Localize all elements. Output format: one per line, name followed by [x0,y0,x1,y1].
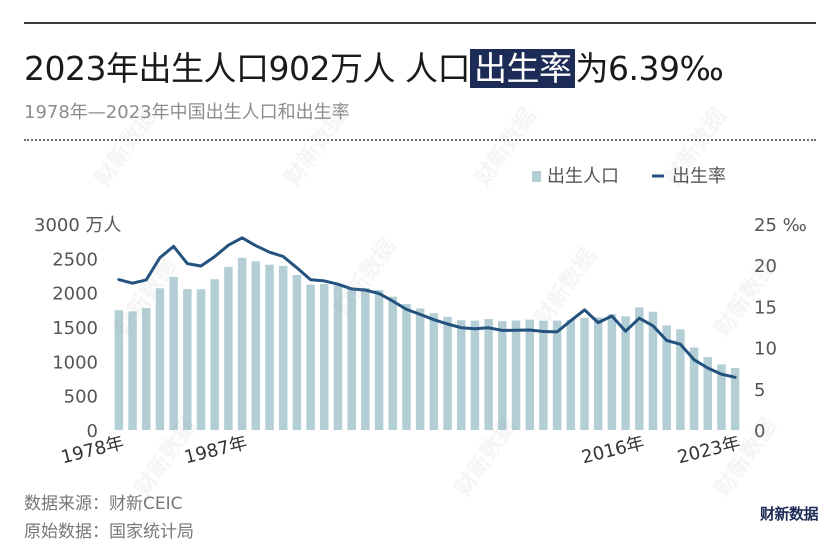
y-left-tick-label: 1500 [52,318,98,339]
bar [511,320,521,430]
birth-rate-line [117,236,737,379]
bar [333,285,343,430]
bar [292,274,302,430]
brand-logo: 财新数据 [759,505,819,523]
bar [388,296,398,430]
source-block: 数据来源：财新CEIC 原始数据：国家统计局 [24,490,194,546]
top-rule [24,22,816,24]
x-tick-label: 1987年 [182,432,249,468]
y-left-tick-label: 2000 [52,284,98,305]
bar [484,318,493,430]
bar [210,279,219,430]
y-left-tick-label: 2500 [52,249,98,270]
bar [470,320,480,430]
legend-line-label: 出生率 [672,166,726,187]
page-title: 2023年出生人口902万人 人口 出生率 为6.39‰ [24,42,724,90]
bar [415,308,425,430]
origin-text: 原始数据：国家统计局 [24,522,194,542]
title-post: 为6.39‰ [575,49,724,88]
bar [635,307,644,430]
bar [593,317,603,430]
bar [662,325,671,430]
dotted-divider [24,139,816,141]
bar [607,314,617,430]
y-right-tick-label: 20 [754,256,777,277]
bar [443,316,452,430]
bar [278,265,288,430]
y-left-tick-label: 500 [64,387,98,408]
y-left-tick-label: 0 [87,421,98,442]
bar [183,289,192,430]
bar [320,284,329,430]
bar [456,320,466,430]
legend-bar-swatch [532,171,541,182]
bar [717,364,726,430]
bar [374,290,384,430]
x-tick-label: 2023年 [675,432,742,468]
bar [566,319,576,430]
bar [251,261,261,430]
legend-bar-label: 出生人口 [547,166,619,187]
bar [525,319,534,430]
y-left-tick-label: 1000 [52,352,98,373]
bar [429,313,439,430]
bar [196,289,206,430]
title-highlight: 出生率 [469,49,576,88]
bar [703,357,713,430]
x-tick-label: 2016年 [579,432,646,468]
bar [141,308,151,430]
bar [169,276,178,430]
bar [621,316,630,430]
bar [361,288,370,430]
y-right-tick-label: 25 ‰ [754,215,807,236]
bar [730,368,740,430]
bar [347,288,356,430]
bar [128,311,137,430]
y-right-tick-label: 15 [754,297,777,318]
bar [155,288,165,430]
bar [498,321,507,430]
bar [552,320,562,430]
title-pre: 2023年出生人口902万人 人口 [24,49,470,88]
y-right-tick-label: 0 [754,421,765,442]
bar [306,284,315,430]
source-text: 数据来源：财新CEIC [24,494,183,514]
bar [237,257,247,430]
bar [402,304,411,430]
bar [539,320,548,430]
bar [265,264,274,430]
y-left-tick-label: 3000 万人 [34,215,122,236]
bar [689,347,699,430]
bar [224,266,233,430]
y-right-tick-label: 10 [754,339,777,360]
y-right-tick-label: 5 [754,380,765,401]
bar [580,317,589,430]
bar [114,310,124,430]
bar [648,311,658,430]
bar [676,329,685,430]
page-subtitle: 1978年—2023年中国出生人口和出生率 [24,102,350,123]
